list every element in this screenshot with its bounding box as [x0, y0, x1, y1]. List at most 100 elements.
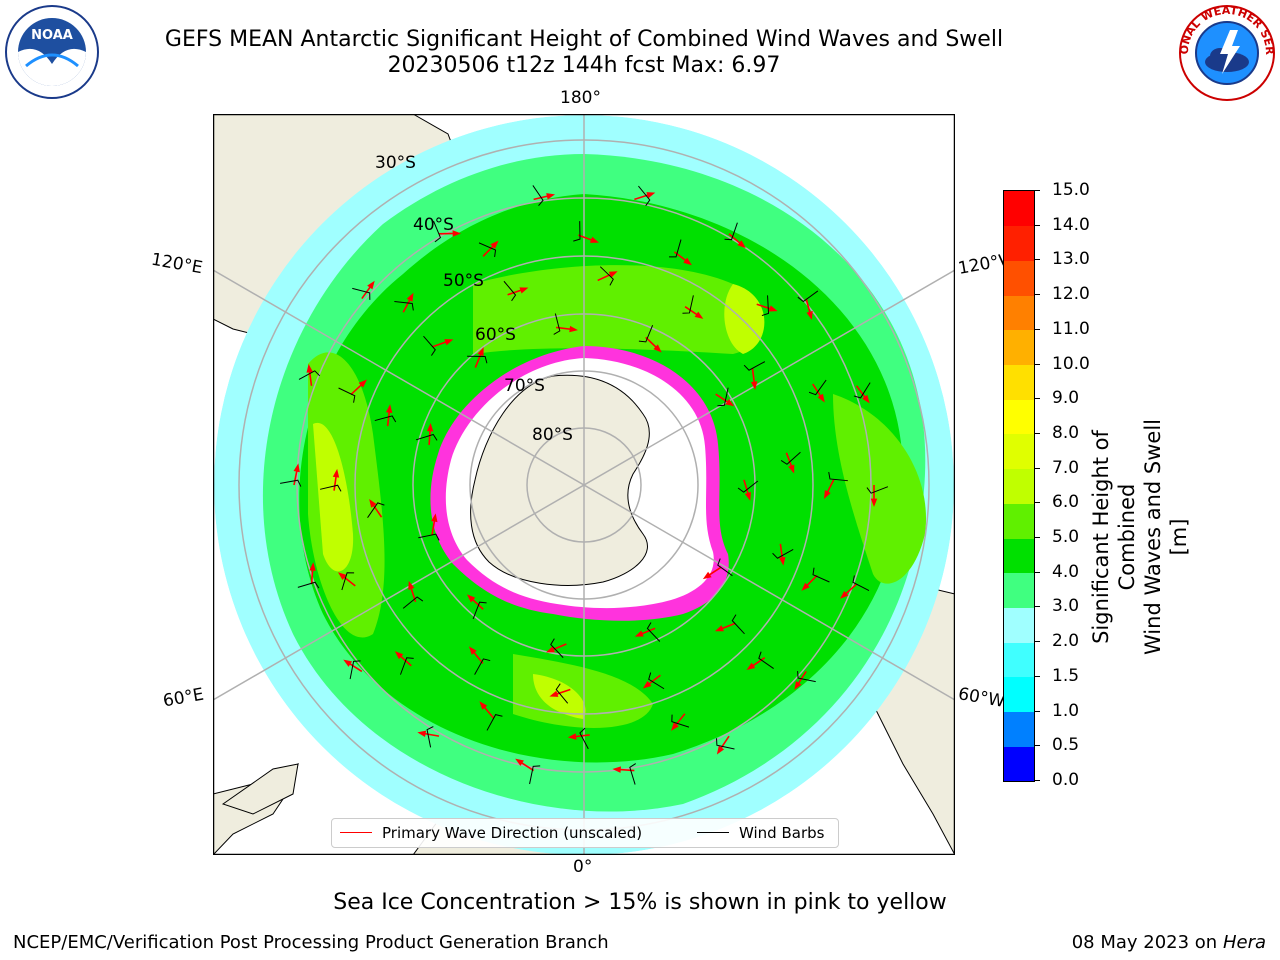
wave-direction-arrow	[432, 340, 448, 348]
wind-barb	[731, 614, 745, 635]
wave-direction-arrow	[350, 383, 364, 396]
wave-arrow-head	[646, 192, 656, 199]
wave-band-6m-west	[313, 422, 354, 572]
wind-barb	[717, 387, 729, 407]
colorbar-bin	[1004, 433, 1034, 470]
colorbar-tick-label: 0.5	[1052, 735, 1080, 756]
wave-band-5m-north	[473, 265, 763, 354]
colorbar-tick-label: 13.0	[1052, 249, 1090, 270]
colorbar-tick-mark	[1034, 710, 1040, 712]
wave-arrow-head	[426, 422, 434, 432]
colorbar-tick-label: 10.0	[1052, 353, 1090, 374]
antarctica-land	[470, 374, 650, 586]
wave-direction-arrow	[640, 627, 656, 636]
sea-ice-note: Sea Ice Concentration > 15% is shown in …	[333, 890, 947, 915]
colorbar-bin	[1004, 642, 1034, 678]
wave-direction-arrow	[715, 393, 730, 404]
wave-direction-arrow	[844, 583, 858, 596]
wind-barb	[853, 382, 871, 399]
chart-title: GEFS MEAN Antarctic Significant Height o…	[164, 27, 1004, 52]
colorbar-tick-mark	[1034, 606, 1040, 608]
lon-label-0: 0°	[573, 857, 593, 877]
wind-barb	[737, 480, 759, 493]
colorbar-tick-label: 12.0	[1052, 284, 1090, 305]
chart-subtitle-forecast: 20230506 t12z 144h fcst Max: 6.97	[387, 53, 781, 78]
wind-barb	[579, 727, 589, 750]
wave-direction-arrow	[645, 336, 658, 349]
wind-barb	[743, 361, 766, 371]
wave-arrow-head	[549, 690, 559, 697]
wave-arrow-head	[794, 681, 802, 690]
wind-barb	[503, 280, 517, 302]
wind-barb	[866, 486, 889, 494]
colorbar-tick-label: 0.0	[1052, 770, 1080, 790]
wave-direction-arrow	[634, 193, 650, 201]
wave-arrow-head	[452, 230, 461, 237]
wave-arrow-head	[479, 701, 488, 710]
colorbar-tick-label: 15.0	[1052, 180, 1090, 200]
wave-direction-arrow	[554, 688, 571, 696]
wave-direction-arrow	[474, 352, 483, 368]
colorbar-tick-label: 8.0	[1052, 422, 1080, 443]
map-frame	[213, 114, 955, 855]
colorbar-tick-mark	[1034, 398, 1040, 400]
wave-direction-arrow	[728, 233, 742, 245]
wind-barb	[298, 370, 321, 380]
footer-branch: NCEP/EMC/Verification Post Processing Pr…	[13, 932, 609, 953]
colorbar-tick-mark	[1034, 467, 1040, 469]
wave-direction-arrow	[347, 662, 363, 673]
lon-label-60w: 60°W	[956, 684, 1007, 712]
lat-label-30: 30°S	[375, 153, 416, 173]
colorbar-tick-mark	[1034, 259, 1040, 261]
wind-barb	[669, 239, 682, 258]
lat-label-70: 70°S	[504, 376, 545, 396]
colorbar-tick-mark	[1034, 432, 1040, 434]
wind-barb	[758, 651, 774, 669]
colorbar-label-line1: Significant Height of Combined	[1089, 430, 1139, 644]
vector-field	[280, 185, 889, 785]
wave-direction-arrow	[333, 474, 338, 491]
wave-direction-arrow	[618, 768, 635, 772]
lon-label-180: 180°	[560, 88, 601, 108]
wave-light-band-east	[833, 394, 927, 584]
wave-arrow-head	[477, 347, 484, 357]
wave-arrow-head	[306, 364, 313, 373]
graticule	[213, 114, 955, 855]
latitude-labels: 30°S 40°S 50°S 60°S 70°S 80°S	[375, 153, 573, 445]
wave-direction-arrow	[293, 469, 298, 486]
wave-direction-arrow	[431, 519, 436, 536]
wave-arrow-head	[369, 498, 377, 508]
wave-arrow-head	[683, 257, 692, 266]
colorbar-bin	[1004, 572, 1034, 608]
wave-direction-arrow	[812, 383, 823, 398]
wave-arrow-head	[569, 325, 578, 333]
wind-barb	[646, 622, 661, 642]
wave-arrow-head	[309, 562, 316, 571]
colorbar-bin	[1004, 329, 1034, 366]
wave-arrow-head	[801, 582, 810, 591]
lat-label-80: 80°S	[532, 425, 573, 445]
noaa-logo-icon: NOAA	[5, 5, 99, 99]
wind-barb	[394, 300, 414, 311]
wave-direction-arrow	[751, 368, 756, 385]
wave-arrow-head	[746, 662, 756, 671]
footer-date: 08 May 2023 on Hera	[1072, 932, 1266, 953]
wind-barb	[423, 335, 436, 356]
wind-barb	[599, 266, 614, 286]
colorbar-tick-label: 2.0	[1052, 631, 1080, 652]
wave-direction-arrow	[482, 244, 495, 257]
nws-logo-icon: NATIONAL WEATHER SERVICE	[1178, 4, 1276, 101]
wind-barb	[629, 763, 636, 785]
wave-band-6m-east	[724, 284, 765, 354]
colorbar-tick-mark	[1034, 537, 1040, 539]
wave-arrow-head	[694, 311, 704, 319]
wind-barb	[402, 596, 424, 609]
wind-barb	[433, 220, 442, 243]
wave-arrow-head	[546, 646, 555, 653]
wave-arrow-head	[358, 379, 367, 388]
wind-barb	[478, 242, 497, 258]
wave-arrow-head	[466, 594, 476, 603]
colorbar-tick-mark	[1034, 224, 1040, 226]
wave-arrow-head	[642, 680, 652, 689]
colorbar-label-line2: Wind Waves and Swell [m]	[1141, 419, 1191, 655]
